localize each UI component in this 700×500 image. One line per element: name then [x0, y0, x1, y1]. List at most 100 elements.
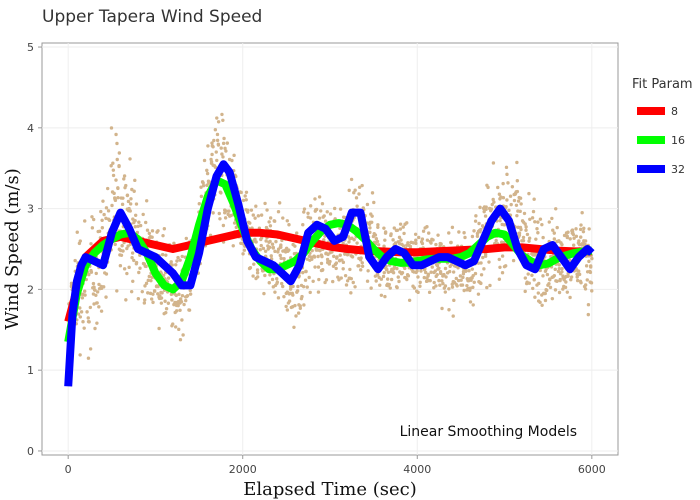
observation-point [383, 230, 388, 234]
observation-point [117, 151, 122, 155]
observation-point [423, 270, 428, 275]
observation-point [216, 142, 221, 146]
observation-point [201, 181, 205, 185]
observation-point [479, 261, 483, 265]
observation-point [456, 278, 461, 283]
observation-point [552, 237, 557, 241]
observation-point [533, 295, 537, 299]
observation-point [387, 282, 391, 287]
observation-point [338, 253, 342, 257]
observation-point [502, 240, 506, 245]
observation-point [398, 227, 403, 231]
observation-point [113, 198, 118, 203]
observation-point [391, 238, 395, 242]
observation-point [347, 240, 351, 244]
legend-label-8[interactable]: 8 [671, 105, 678, 118]
chart-annotation: Linear Smoothing Models [400, 424, 577, 440]
observation-point [113, 242, 117, 247]
observation-point [176, 303, 180, 308]
observation-point [485, 285, 489, 290]
observation-point [419, 269, 423, 273]
observation-point [316, 265, 321, 269]
observation-point [447, 231, 451, 235]
observation-point [317, 195, 322, 199]
observation-point [538, 217, 543, 221]
observation-point [405, 221, 409, 225]
observation-point [164, 253, 168, 257]
observation-point [115, 141, 119, 146]
observation-point [133, 213, 138, 217]
observation-point [488, 283, 492, 288]
observation-point [345, 279, 350, 283]
observation-point [523, 276, 528, 280]
observation-point [514, 203, 519, 207]
observation-point [385, 267, 389, 272]
observation-point [548, 285, 553, 290]
observation-point [382, 270, 386, 275]
observation-point [102, 212, 106, 217]
observation-point [429, 270, 433, 274]
observation-point [259, 236, 264, 240]
observation-point [90, 215, 94, 219]
observation-point [76, 312, 81, 316]
observation-point [565, 290, 570, 294]
observation-point [531, 286, 535, 291]
observation-point [178, 297, 183, 301]
observation-point [89, 242, 93, 246]
observation-point [582, 226, 586, 231]
observation-point [443, 284, 448, 288]
observation-point [545, 288, 549, 293]
observation-point [572, 236, 576, 240]
observation-point [83, 219, 87, 223]
observation-point [144, 199, 149, 203]
observation-point [301, 223, 305, 227]
observation-point [550, 216, 554, 221]
observation-point [205, 168, 209, 173]
observation-point [375, 239, 380, 244]
observation-point [536, 291, 541, 295]
observation-point [176, 255, 180, 260]
observation-point [201, 183, 206, 188]
observation-point [144, 220, 148, 225]
observation-point [579, 281, 583, 285]
observation-point [392, 226, 396, 230]
y-tick-label: 3 [27, 203, 34, 216]
observation-point [365, 279, 370, 283]
observation-point [334, 261, 339, 265]
observation-point [417, 235, 421, 240]
observation-point [169, 292, 174, 297]
observation-point [109, 126, 114, 130]
observation-point [541, 235, 545, 240]
observation-point [85, 310, 89, 314]
observation-point [435, 272, 439, 277]
observation-point [267, 220, 271, 224]
observation-point [276, 296, 281, 300]
observation-point [262, 291, 266, 296]
legend-label-32[interactable]: 32 [671, 163, 685, 176]
observation-point [517, 233, 522, 237]
observation-point [267, 281, 271, 285]
observation-point [578, 227, 583, 232]
observation-point [144, 281, 149, 286]
observation-point [397, 279, 401, 284]
y-tick-label: 5 [27, 41, 34, 54]
observation-point [159, 296, 164, 300]
observation-point [374, 279, 378, 283]
observation-point [564, 280, 568, 284]
observation-point [169, 260, 173, 264]
observation-point [368, 230, 372, 235]
observation-point [496, 185, 500, 190]
observation-point [253, 237, 257, 242]
legend-label-16[interactable]: 16 [671, 134, 685, 147]
observation-point [558, 278, 562, 283]
observation-point [325, 210, 329, 214]
observation-point [109, 164, 113, 168]
observation-point [420, 241, 425, 246]
observation-point [516, 199, 521, 203]
observation-point [323, 280, 327, 285]
observation-point [147, 231, 152, 236]
observation-point [583, 239, 588, 243]
observation-point [121, 196, 125, 200]
observation-point [279, 281, 284, 286]
observation-point [479, 273, 484, 277]
